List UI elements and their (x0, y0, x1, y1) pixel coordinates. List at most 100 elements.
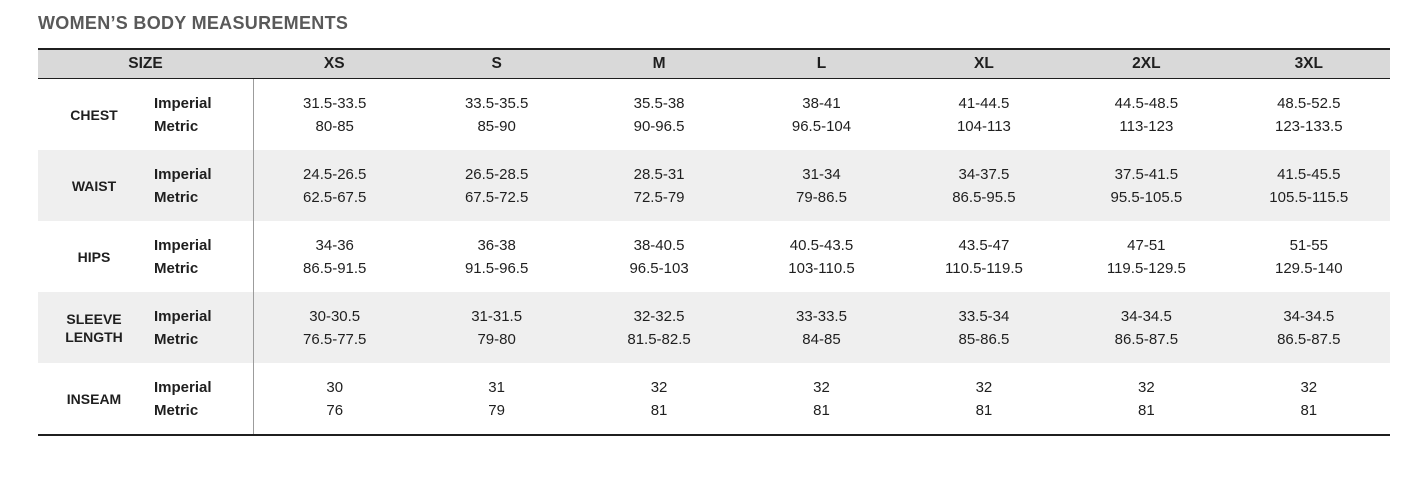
imperial-value: 35.5-38 (633, 94, 685, 112)
measurement-value-cell: 48.5-52.5 123-133.5 (1228, 79, 1390, 150)
metric-value: 113-123 (1119, 117, 1174, 135)
unit-imperial-label: Imperial (154, 94, 212, 112)
table-row: HIPS Imperial Metric 34-36 86.5-91.5 36-… (38, 221, 1390, 292)
measurement-value-cell: 51-55 129.5-140 (1228, 221, 1390, 292)
size-chart-table: SIZE XS S M L XL 2XL 3XL CHEST Imperial Metric… (38, 48, 1390, 436)
metric-value: 80-85 (315, 117, 354, 135)
metric-value: 119.5-129.5 (1106, 259, 1186, 277)
imperial-value: 32-32.5 (633, 307, 685, 325)
measurement-value-cell: 32 81 (578, 363, 740, 434)
imperial-value: 38-40.5 (633, 236, 685, 254)
measurement-value-cell: 31.5-33.5 80-85 (253, 79, 415, 150)
metric-value: 72.5-79 (633, 188, 685, 206)
size-column-header: M (652, 55, 666, 72)
metric-value: 76.5-77.5 (303, 330, 367, 348)
imperial-value: 48.5-52.5 (1277, 94, 1341, 112)
measurement-value-cell: 38-40.5 96.5-103 (578, 221, 740, 292)
measurement-value-cell: 32 81 (740, 363, 902, 434)
measurement-value-cell: 34-37.5 86.5-95.5 (903, 150, 1065, 221)
size-column-header: 2XL (1132, 55, 1161, 72)
imperial-value: 43.5-47 (958, 236, 1010, 254)
metric-value: 81 (1138, 401, 1155, 419)
table-row: WAIST Imperial Metric 24.5-26.5 62.5-67.… (38, 150, 1390, 221)
measurement-value-cell: 26.5-28.5 67.5-72.5 (415, 150, 577, 221)
unit-metric-label: Metric (154, 259, 199, 277)
metric-value: 86.5-91.5 (303, 259, 367, 277)
metric-value: 96.5-104 (791, 117, 852, 135)
metric-value: 62.5-67.5 (303, 188, 367, 206)
metric-value: 85-90 (477, 117, 516, 135)
measurement-value-cell: 30 76 (253, 363, 415, 434)
size-column-header: XS (323, 55, 345, 72)
unit-imperial-label: Imperial (154, 378, 212, 396)
page-title: WOMEN’S BODY MEASUREMENTS (38, 13, 349, 33)
metric-value: 86.5-87.5 (1277, 330, 1341, 348)
page: WOMEN’S BODY MEASUREMENTS SIZE XS S M L XL 2X… (38, 13, 1390, 436)
imperial-value: 41.5-45.5 (1277, 165, 1341, 183)
metric-value: 110.5-119.5 (945, 259, 1023, 277)
imperial-value: 32 (975, 378, 993, 396)
measurement-label: WAIST (71, 177, 117, 194)
metric-value: 103-110.5 (788, 259, 855, 277)
measurement-value-cell: 36-38 91.5-96.5 (415, 221, 577, 292)
measurement-value-cell: 32-32.5 81.5-82.5 (578, 292, 740, 363)
unit-imperial-label: Imperial (154, 236, 212, 254)
unit-labels: Imperial Metric (150, 376, 253, 422)
imperial-value: 31-31.5 (471, 307, 523, 325)
imperial-value: 32 (1300, 378, 1318, 396)
unit-metric-label: Metric (154, 401, 199, 419)
unit-labels: Imperial Metric (150, 234, 253, 280)
measurement-value-cell: 31-34 79-86.5 (740, 150, 902, 221)
imperial-value: 33.5-35.5 (464, 94, 529, 112)
measurement-value-cell: 35.5-38 90-96.5 (578, 79, 740, 150)
measurement-value-cell: 40.5-43.5 103-110.5 (740, 221, 902, 292)
imperial-value: 30-30.5 (309, 307, 361, 325)
unit-labels: Imperial Metric (150, 163, 253, 209)
table-row: INSEAM Imperial Metric 30 76 31 79 32 81… (38, 363, 1390, 434)
size-column-header: XL (974, 55, 994, 72)
metric-value: 90-96.5 (633, 117, 685, 135)
metric-value: 96.5-103 (629, 259, 689, 277)
metric-value: 67.5-72.5 (464, 188, 529, 206)
size-column-header: L (816, 55, 827, 72)
metric-value: 76 (326, 401, 344, 419)
imperial-value: 34-34.5 (1283, 307, 1335, 325)
unit-imperial-label: Imperial (154, 165, 212, 183)
metric-value: 81 (813, 401, 830, 419)
table-body: CHEST Imperial Metric 31.5-33.5 80-85 33… (38, 79, 1390, 434)
imperial-value: 32 (650, 378, 668, 396)
measurement-value-cell: 33-33.5 84-85 (740, 292, 902, 363)
measurement-value-cell: 33.5-34 85-86.5 (903, 292, 1065, 363)
imperial-value: 32 (1138, 378, 1155, 396)
measurement-label: SLEEVE LENGTH (65, 310, 123, 345)
imperial-value: 24.5-26.5 (303, 165, 367, 183)
measurement-value-cell: 30-30.5 76.5-77.5 (253, 292, 415, 363)
size-header-cell: SIZE (128, 55, 163, 72)
imperial-value: 33-33.5 (796, 307, 847, 325)
measurement-value-cell: 38-41 96.5-104 (740, 79, 902, 150)
imperial-value: 34-36 (315, 236, 354, 254)
imperial-value: 30 (326, 378, 344, 396)
measurement-value-cell: 31-31.5 79-80 (415, 292, 577, 363)
metric-value: 86.5-87.5 (1114, 330, 1179, 348)
imperial-value: 36-38 (477, 236, 516, 254)
measurement-value-cell: 32 81 (1228, 363, 1390, 434)
imperial-value: 34-37.5 (958, 165, 1010, 183)
metric-value: 104-113 (956, 117, 1011, 135)
table-header-row: SIZE XS S M L XL 2XL 3XL (38, 50, 1390, 79)
imperial-value: 51-55 (1289, 236, 1328, 254)
size-column-header: 3XL (1294, 55, 1323, 72)
measurement-value-cell: 33.5-35.5 85-90 (415, 79, 577, 150)
measurement-value-cell: 32 81 (1065, 363, 1227, 434)
metric-value: 84-85 (802, 330, 841, 348)
imperial-value: 32 (813, 378, 830, 396)
measurement-value-cell: 37.5-41.5 95.5-105.5 (1065, 150, 1227, 221)
measurement-label: CHEST (70, 106, 118, 123)
size-column-header: S (491, 55, 502, 72)
metric-value: 79-86.5 (796, 188, 847, 206)
metric-value: 123-133.5 (1275, 117, 1343, 135)
imperial-value: 47-51 (1127, 236, 1166, 254)
imperial-value: 33.5-34 (958, 307, 1010, 325)
metric-value: 86.5-95.5 (952, 188, 1016, 206)
measurement-value-cell: 34-34.5 86.5-87.5 (1228, 292, 1390, 363)
